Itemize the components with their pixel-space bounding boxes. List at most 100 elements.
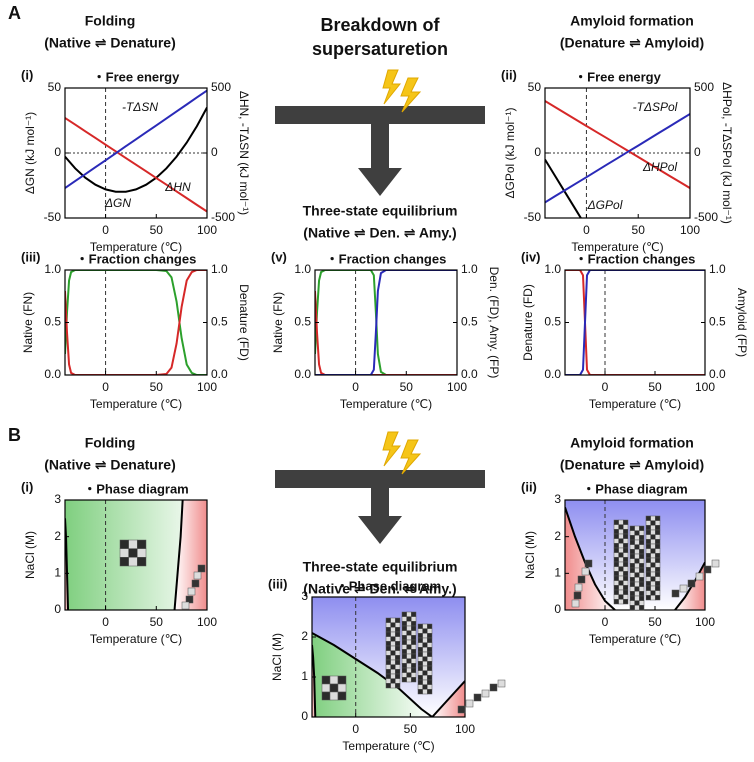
plot-frame xyxy=(314,269,458,376)
x-tick-label: 50 xyxy=(648,615,662,629)
cube-cell xyxy=(613,566,619,572)
y-tick-label: 1.0 xyxy=(544,262,561,276)
y-axis-label: Denature (FD) xyxy=(521,284,535,361)
cube-cell xyxy=(650,529,656,535)
cube-cell xyxy=(401,653,407,659)
cube-cell xyxy=(623,529,629,535)
series-line xyxy=(312,632,433,717)
cube-cell xyxy=(629,558,635,564)
cube-cell xyxy=(395,631,401,637)
cube-cell xyxy=(406,667,412,673)
cube-cell xyxy=(650,590,656,596)
cube-cell xyxy=(618,561,624,567)
y-tick-label: -50 xyxy=(524,210,542,224)
cube-cell xyxy=(422,665,428,671)
cube-cell xyxy=(422,651,428,657)
header-title: Folding xyxy=(85,435,136,451)
cube-cell xyxy=(634,544,640,550)
x-tick-label: 50 xyxy=(400,380,414,394)
cube-cell xyxy=(401,621,407,627)
cube-cell xyxy=(119,557,129,567)
cube-cell xyxy=(128,548,138,558)
cube-cell xyxy=(613,519,619,525)
cube-cell xyxy=(639,567,645,573)
y2-axis-label: ΔHN, -TΔSN (kJ mol⁻¹) xyxy=(237,91,251,215)
chain-bead xyxy=(703,565,712,574)
cube-cell xyxy=(395,636,401,642)
cube-cell xyxy=(385,669,391,675)
y2-tick-label: 0.5 xyxy=(461,315,478,329)
cube-cell xyxy=(634,605,640,611)
cube-cell xyxy=(639,572,645,578)
y2-tick-label: 0.0 xyxy=(211,367,228,381)
cube-cell xyxy=(411,630,417,636)
cube-cell xyxy=(629,591,635,597)
cube-cell xyxy=(417,661,423,667)
cube-cell xyxy=(411,625,417,631)
cube-cell xyxy=(650,539,656,545)
panel-label: (iii) xyxy=(21,249,41,264)
cube-cell xyxy=(645,525,651,531)
cube-cell xyxy=(427,633,433,639)
cube-cell xyxy=(427,647,433,653)
cube-cell xyxy=(128,539,138,549)
chain-bead xyxy=(584,559,593,568)
cube-cell xyxy=(634,535,640,541)
cube-cell xyxy=(137,557,147,567)
cube-cell xyxy=(406,658,412,664)
cube-cell xyxy=(385,664,391,670)
cube-cell xyxy=(629,530,635,536)
cube-cell xyxy=(427,642,433,648)
cube-cell xyxy=(613,538,619,544)
y-axis-label: NaCl (M) xyxy=(523,531,537,579)
cube-cell xyxy=(618,552,624,558)
y-tick-label: 1 xyxy=(54,566,61,580)
cube-cell xyxy=(411,649,417,655)
cube-cell xyxy=(639,539,645,545)
cube-cell xyxy=(395,617,401,623)
cube-cell xyxy=(390,645,396,651)
x-tick-label: 50 xyxy=(150,223,164,237)
chain-bead xyxy=(573,591,582,600)
cube-cell xyxy=(427,656,433,662)
cube-cell xyxy=(427,651,433,657)
series-line xyxy=(545,158,583,218)
cube-cell xyxy=(655,595,661,601)
cube-cell xyxy=(629,605,635,611)
series-line xyxy=(545,113,690,204)
y-tick-label: 2 xyxy=(301,629,308,643)
cube-cell xyxy=(629,535,635,541)
cube-cell xyxy=(650,553,656,559)
cube-cell xyxy=(613,561,619,567)
chain-bead xyxy=(571,599,580,608)
cube-cell xyxy=(623,585,629,591)
cube-cell xyxy=(417,647,423,653)
cube-cell xyxy=(427,684,433,690)
x-axis-label: Temperature (℃) xyxy=(90,632,182,646)
y2-axis-label: ΔHPol, -TΔSPol (kJ mol⁻¹) xyxy=(720,82,734,224)
panel-label: (iii) xyxy=(268,576,288,591)
cube-cell xyxy=(411,635,417,641)
y-axis-label: NaCl (M) xyxy=(270,633,284,681)
cube-cell xyxy=(639,558,645,564)
cube-cell xyxy=(639,581,645,587)
cube-cell xyxy=(655,553,661,559)
cube-cell xyxy=(618,580,624,586)
chain-bead xyxy=(481,689,490,698)
cube-cell xyxy=(613,594,619,600)
panel-label: (ii) xyxy=(501,67,517,82)
cube-cell xyxy=(634,577,640,583)
cube-cell xyxy=(411,616,417,622)
cube-cell xyxy=(329,675,339,685)
chain-bead xyxy=(465,699,474,708)
cube-cell xyxy=(422,679,428,685)
cube-cell xyxy=(634,581,640,587)
cube-cell xyxy=(390,659,396,665)
cube-cell xyxy=(411,621,417,627)
cube-cell xyxy=(337,691,347,701)
cube-cell xyxy=(639,591,645,597)
cube-cell xyxy=(406,663,412,669)
y-tick-label: 0 xyxy=(534,145,541,159)
